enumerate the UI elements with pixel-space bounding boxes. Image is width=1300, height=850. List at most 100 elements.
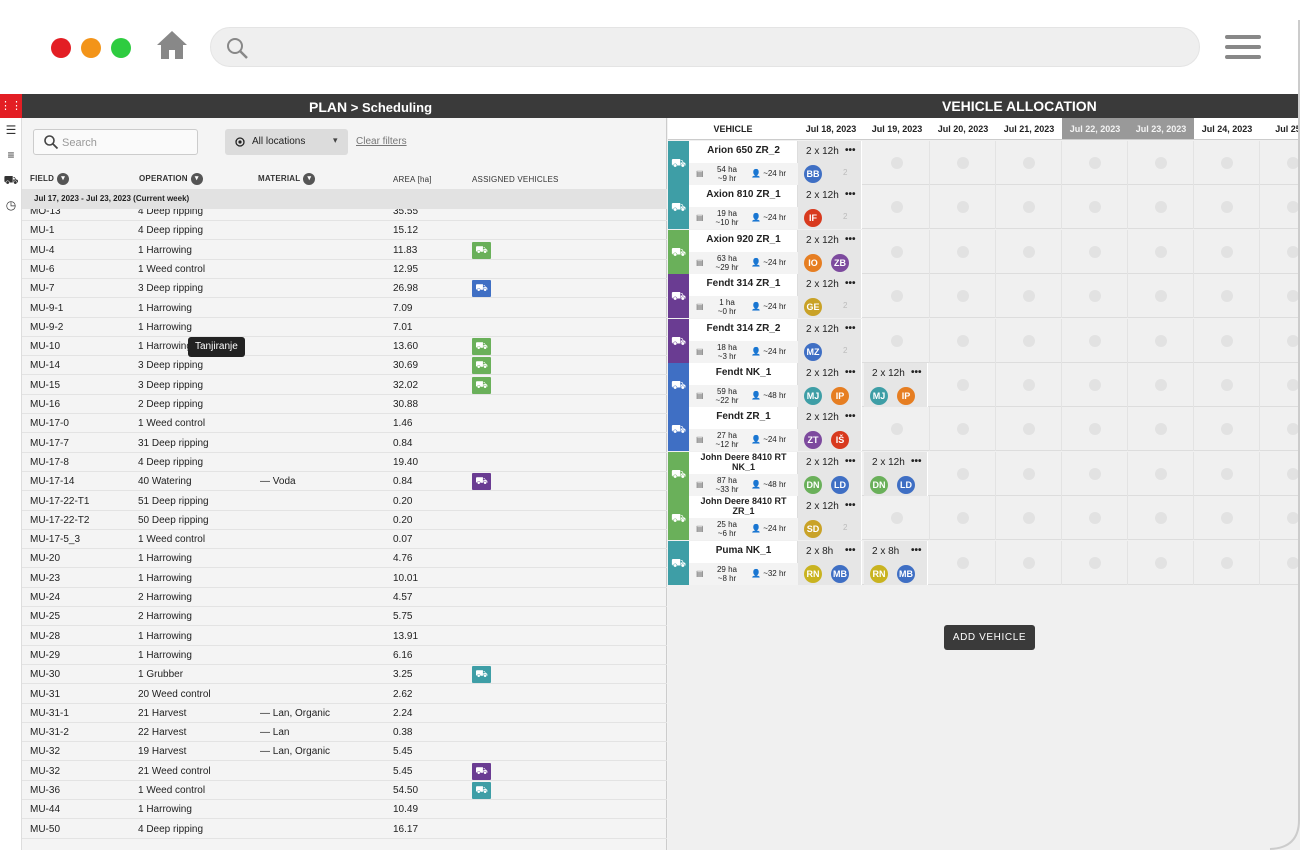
shift-slot[interactable]: 2 x 12h ••• IO ZB xyxy=(798,229,862,274)
add-shift-icon[interactable] xyxy=(1089,290,1101,303)
more-icon[interactable]: ••• xyxy=(845,367,856,378)
more-icon[interactable]: ••• xyxy=(845,544,856,556)
column-header-area[interactable]: AREA [ha] xyxy=(393,175,432,184)
add-shift-icon[interactable] xyxy=(1155,245,1167,258)
add-shift-icon[interactable] xyxy=(1023,201,1035,214)
empty-slot[interactable] xyxy=(1062,451,1128,496)
operator-avatar[interactable]: MJ xyxy=(870,387,888,405)
empty-slot[interactable] xyxy=(996,185,1062,230)
operator-avatar[interactable]: MZ xyxy=(804,342,822,361)
empty-slot[interactable] xyxy=(930,274,996,319)
shift-slot[interactable]: 2 x 12h ••• DN LD xyxy=(798,451,862,496)
empty-slot[interactable] xyxy=(864,229,930,274)
table-row[interactable]: MU-1 4 Deep ripping 15.12 xyxy=(22,221,667,241)
table-row[interactable]: MU-14 3 Deep ripping 30.69 ⛟ xyxy=(22,356,667,376)
shift-slot[interactable]: 2 x 12h ••• GE 2 xyxy=(798,274,862,319)
add-shift-icon[interactable] xyxy=(1089,379,1101,391)
more-icon[interactable]: ••• xyxy=(845,411,856,423)
assigned-vehicle-icon[interactable]: ⛟ xyxy=(472,357,491,375)
shift-slot[interactable]: 2 x 12h ••• DN LD xyxy=(864,451,928,496)
add-shift-icon[interactable] xyxy=(1023,290,1035,303)
table-row[interactable]: MU-17-14 40 Watering — Voda 0.84 ⛟ xyxy=(22,472,667,492)
empty-slot[interactable] xyxy=(1128,451,1194,496)
add-shift-icon[interactable] xyxy=(891,290,903,303)
empty-slot[interactable] xyxy=(930,407,996,452)
add-shift-icon[interactable] xyxy=(1089,245,1101,258)
shift-slot[interactable]: 2 x 8h ••• RN MB xyxy=(798,540,862,585)
empty-slot[interactable] xyxy=(1260,496,1300,540)
add-shift-icon[interactable] xyxy=(1287,423,1299,436)
table-row[interactable]: MU-17-22-T1 51 Deep ripping 0.20 xyxy=(22,492,667,511)
clock-icon[interactable]: ◷ xyxy=(5,198,17,212)
empty-slot[interactable] xyxy=(1260,363,1300,407)
table-row[interactable]: MU-4 1 Harrowing 11.83 ⛟ xyxy=(22,241,667,260)
table-row[interactable]: MO-13 4 Deep ripping 35.55 xyxy=(22,209,667,221)
assigned-vehicle-icon[interactable]: ⛟ xyxy=(472,376,491,394)
more-icon[interactable]: ••• xyxy=(911,455,922,467)
empty-slot[interactable] xyxy=(1260,230,1300,274)
more-icon[interactable]: ••• xyxy=(845,233,856,245)
add-shift-icon[interactable] xyxy=(891,245,903,258)
empty-slot[interactable] xyxy=(996,496,1062,541)
add-shift-icon[interactable] xyxy=(957,334,969,347)
table-row[interactable]: MU-17-7 31 Deep ripping 0.84 xyxy=(22,434,667,453)
empty-slot[interactable] xyxy=(930,496,996,541)
add-shift-icon[interactable] xyxy=(957,467,969,480)
operator-avatar[interactable]: ZT xyxy=(804,431,822,450)
empty-slot[interactable] xyxy=(996,451,1062,496)
empty-slot[interactable] xyxy=(996,229,1062,274)
table-row[interactable]: MU-32 19 Harvest — Lan, Organic 5.45 xyxy=(22,742,667,762)
add-shift-icon[interactable] xyxy=(1221,379,1233,391)
add-shift-icon[interactable] xyxy=(1287,379,1299,391)
add-shift-icon[interactable] xyxy=(1023,467,1035,480)
empty-slot[interactable] xyxy=(930,229,996,274)
operator-avatar[interactable]: GE xyxy=(804,298,822,317)
empty-slot[interactable] xyxy=(1128,229,1194,274)
vehicle-info[interactable]: Fendt ZR_1 ▤ 27 ha ~12 hr 👤 ~24 hr xyxy=(689,407,798,452)
add-shift-icon[interactable] xyxy=(1221,467,1233,480)
table-row[interactable]: MU-6 1 Weed control 12.95 xyxy=(22,260,667,279)
add-shift-icon[interactable] xyxy=(1287,201,1299,214)
empty-slot[interactable] xyxy=(1062,318,1128,363)
shift-slot[interactable]: 2 x 12h ••• SD 2 xyxy=(798,496,862,541)
vehicle-info[interactable]: Arion 650 ZR_2 ▤ 54 ha ~9 hr 👤 ~24 hr xyxy=(689,141,798,185)
add-shift-icon[interactable] xyxy=(1287,334,1299,347)
add-shift-icon[interactable] xyxy=(1023,423,1035,436)
location-select[interactable]: All locations ▾ xyxy=(225,129,348,155)
table-row[interactable]: MU-31 20 Weed control 2.62 xyxy=(22,685,667,704)
operator-avatar[interactable]: MB xyxy=(831,564,849,583)
column-header-field[interactable]: FIELD ▾ xyxy=(30,173,70,185)
table-row[interactable]: MU-9-1 1 Harrowing 7.09 xyxy=(22,299,667,318)
empty-slot[interactable] xyxy=(930,141,996,185)
add-shift-icon[interactable] xyxy=(1287,467,1299,480)
add-shift-icon[interactable] xyxy=(891,334,903,347)
operator-avatar[interactable]: MB xyxy=(897,564,915,583)
column-header-material[interactable]: MATERIAL ▾ xyxy=(258,173,316,185)
empty-slot[interactable] xyxy=(996,407,1062,452)
apps-icon[interactable]: ⋮⋮ xyxy=(0,94,22,118)
more-icon[interactable]: ••• xyxy=(911,367,922,378)
add-shift-icon[interactable] xyxy=(957,157,969,169)
add-shift-icon[interactable] xyxy=(957,245,969,258)
add-shift-icon[interactable] xyxy=(1089,556,1101,569)
empty-slot[interactable] xyxy=(1260,185,1300,229)
add-shift-icon[interactable] xyxy=(1023,157,1035,169)
empty-slot[interactable] xyxy=(1062,274,1128,319)
empty-slot[interactable] xyxy=(930,451,996,496)
vehicle-info[interactable]: Fendt 314 ZR_2 ▤ 18 ha ~3 hr 👤 ~24 hr xyxy=(689,318,798,363)
add-shift-icon[interactable] xyxy=(1155,290,1167,303)
vehicle-info[interactable]: Fendt 314 ZR_1 ▤ 1 ha ~0 hr 👤 ~24 hr xyxy=(689,274,798,319)
assigned-vehicle-icon[interactable]: ⛟ xyxy=(472,782,491,799)
empty-slot[interactable] xyxy=(1062,141,1128,185)
add-shift-icon[interactable] xyxy=(1089,157,1101,169)
empty-slot[interactable] xyxy=(864,274,930,319)
empty-slot[interactable] xyxy=(1260,541,1300,585)
shift-slot[interactable]: 2 x 12h ••• IF 2 xyxy=(798,185,862,230)
empty-slot[interactable] xyxy=(1062,363,1128,407)
empty-slot[interactable] xyxy=(1260,407,1300,451)
add-shift-icon[interactable] xyxy=(1221,290,1233,303)
operator-avatar[interactable]: IP xyxy=(897,387,915,405)
more-icon[interactable]: ••• xyxy=(911,544,922,556)
empty-slot[interactable] xyxy=(1194,318,1260,363)
add-shift-icon[interactable] xyxy=(1023,512,1035,525)
